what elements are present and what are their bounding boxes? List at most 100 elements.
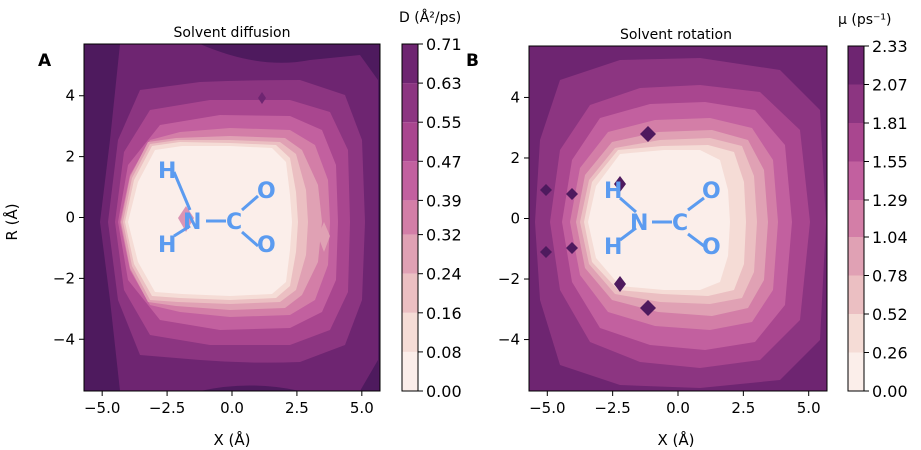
panel-a-bond-c-o-top [241, 194, 259, 212]
panel-b-xtick-label: 2.5 [731, 399, 755, 417]
panel-a-letter: A [38, 51, 52, 71]
panel-a: A Solvent diffusion R (Å) X (Å) [2, 9, 462, 449]
panel-b-atom-n: N [630, 211, 648, 236]
panel-a-colorbar-tick-label: 0.55 [426, 113, 462, 132]
panel-b-atom-o-bottom: O [702, 235, 721, 260]
panel-b-letter: B [466, 51, 479, 71]
panel-b-axes: −5.0 −2.5 0.0 2.5 5.0 4 2 0 −2 −4 [498, 88, 821, 417]
panel-b-colorbar-tick-label: 1.55 [872, 152, 908, 171]
panel-b-bond-h-n-top [619, 196, 637, 214]
panel-a-ytick-label: 0 [65, 209, 75, 227]
panel-a-colorbar-tick-label: 0.39 [426, 191, 462, 210]
panel-a-xtick-label: −5.0 [84, 399, 120, 417]
panel-b-bond-c-o-top [687, 196, 705, 212]
panel-b-molecule: H H N C O O [604, 179, 721, 260]
panel-a-bond-h-n-bottom [173, 224, 191, 238]
panel-a-xlabel: X (Å) [213, 430, 250, 449]
panel-b-atom-h-bottom: H [604, 235, 622, 260]
panel-b-atom-c: C [672, 211, 688, 236]
panel-b-spot-edge-1 [540, 184, 552, 196]
panel-a-colorbar-band [402, 351, 418, 391]
panel-a-spot-right [318, 222, 330, 252]
panel-b-ytick-label: −4 [498, 331, 520, 349]
panel-b-atom-h-top: H [604, 179, 622, 204]
panel-b-spot-edge-3 [566, 188, 578, 200]
panel-a-colorbar-band [402, 122, 418, 162]
panel-a-ylabel: R (Å) [2, 203, 21, 240]
panel-a-colorbar-tick-label: 0.08 [426, 343, 462, 362]
panel-b-colorbar-frame [847, 45, 865, 392]
panel-b-colorbar: 0.00 0.26 0.52 0.78 1.04 1.29 1.55 1.81 2.07 2.33 [847, 37, 908, 401]
panel-a-bond-c-o-bottom [241, 230, 259, 248]
panel-a-atom-n: N [183, 210, 201, 235]
panel-a-colorbar-frame [401, 43, 419, 392]
panel-a-ytick-label: 2 [65, 148, 75, 166]
panel-b-colorbar-band [848, 161, 864, 200]
panel-b-band-9 [588, 150, 730, 290]
panel-a-colorbar-tick-label: 0.32 [426, 226, 462, 245]
panel-a-colorbar-tick-label: 0.71 [426, 35, 462, 54]
panel-b-colorbar-tick-label: 1.29 [872, 191, 908, 210]
panel-b-ytick-label: 0 [510, 210, 520, 228]
panel-b-colorbar-tick-label: 2.07 [872, 75, 908, 94]
panel-b-colorbar-band [848, 199, 864, 238]
panel-b-colorbar-band [848, 84, 864, 123]
panel-a-spot-upper [258, 92, 266, 104]
panel-b-colorbar-tick-label: 0.52 [872, 305, 908, 324]
panel-b-xtick-label: 5.0 [797, 399, 821, 417]
panel-b-ytick-label: 2 [510, 149, 520, 167]
panel-a-colorbar-band [402, 273, 418, 313]
panel-a-ytick-label: −4 [53, 330, 75, 348]
panel-a-atom-h-top: H [158, 159, 176, 184]
panel-b-spot-edge-4 [566, 242, 578, 254]
panel-a-colorbar-label: D (Å²/ps) [399, 9, 461, 26]
panel-a-colorbar-tick-label: 0.63 [426, 74, 462, 93]
panel-a-ytick-label: −2 [53, 269, 75, 287]
panel-a-colorbar-band [402, 161, 418, 201]
panel-b-spot-left-bottom [614, 276, 626, 292]
panel-a-colorbar-tick-label: 0.24 [426, 265, 462, 284]
panel-b-colorbar-tick-label: 0.78 [872, 267, 908, 286]
panel-b-colorbar-band [848, 275, 864, 315]
panel-a-colorbar-band [402, 312, 418, 352]
panel-b-title: Solvent rotation [620, 27, 732, 43]
panel-b-spot-top [640, 126, 656, 142]
panel-a-colorbar-tick-label: 0.16 [426, 304, 462, 323]
panel-a-colorbar-tick-label: 0.00 [426, 382, 462, 401]
panel-b-colorbar-band [848, 122, 864, 162]
panel-b-spot-edge-2 [540, 246, 552, 258]
panel-a-atom-c: C [226, 210, 242, 235]
panel-b: B Solvent rotation X (Å) [466, 12, 908, 449]
panel-b-colorbar-band [848, 237, 864, 276]
panel-a-colorbar-band [402, 234, 418, 274]
panel-a-molecule: H H N C O O [158, 159, 276, 258]
panel-a-bond-h-n-top [172, 171, 192, 211]
panel-b-colorbar-tick-label: 0.26 [872, 344, 908, 363]
panel-a-colorbar-band [402, 44, 418, 84]
panel-b-spot-bottom [640, 300, 656, 316]
panel-b-colorbar-tick-label: 2.33 [872, 37, 908, 56]
panel-a-atom-o-top: O [257, 179, 276, 204]
panel-b-xtick-label: −5.0 [529, 399, 565, 417]
panel-b-colorbar-tick-label: 0.00 [872, 382, 908, 401]
panel-b-atom-o-top: O [702, 179, 721, 204]
panel-b-colorbar-label: μ (ps⁻¹) [838, 12, 891, 28]
panel-b-ytick-label: 4 [510, 88, 520, 106]
panel-a-spot-near-n [178, 206, 194, 232]
panel-a-colorbar-band [402, 200, 418, 235]
panel-a-xtick-label: −2.5 [149, 399, 185, 417]
panel-b-colorbar-tick-label: 1.04 [872, 228, 908, 247]
panel-a-xtick-label: 0.0 [220, 399, 244, 417]
panel-b-bond-h-n-bottom [619, 226, 637, 242]
panel-b-spot-left-top [614, 176, 626, 192]
panel-b-colorbar-tick-label: 1.81 [872, 114, 908, 133]
panel-a-atom-o-bottom: O [257, 233, 276, 258]
panel-b-colorbar-band [848, 314, 864, 353]
panel-a-colorbar-band [402, 83, 418, 123]
panel-b-colorbar-band [848, 46, 864, 85]
panel-a-axes: −5.0 −2.5 0.0 2.5 5.0 4 2 0 −2 −4 [53, 87, 374, 417]
panel-a-colorbar: 0.00 0.08 0.16 0.24 0.32 0.39 0.47 0.55 0.63 0.71 [401, 35, 462, 401]
panel-b-colorbar-band [848, 352, 864, 391]
panel-a-colorbar-tick-label: 0.47 [426, 152, 462, 171]
